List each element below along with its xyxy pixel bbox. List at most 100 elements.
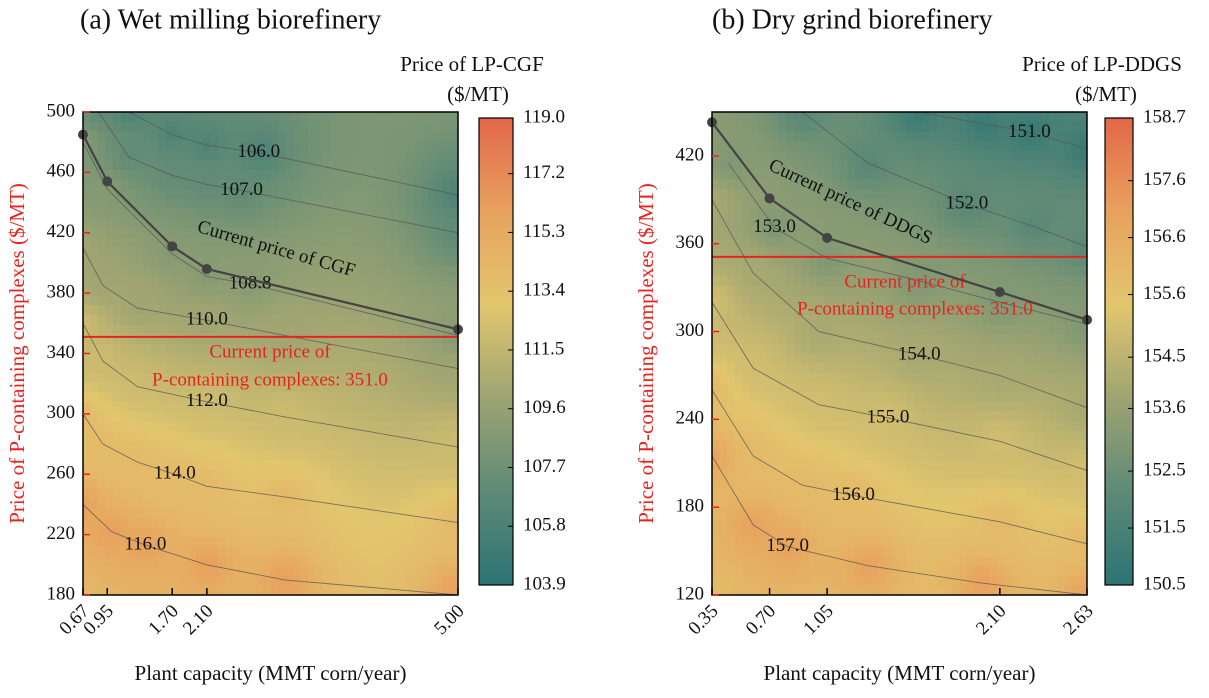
heat-cell: [764, 285, 773, 297]
heat-cell: [1057, 382, 1066, 393]
heat-cell: [757, 488, 766, 499]
heat-cell: [1079, 469, 1088, 480]
heat-cell: [862, 218, 871, 229]
heat-cell: [83, 527, 92, 538]
heat-cell: [368, 498, 377, 509]
heat-cell: [1079, 430, 1088, 442]
heat-cell: [143, 401, 152, 413]
heat-cell: [195, 469, 204, 480]
heat-cell: [270, 314, 279, 326]
heat-cell: [443, 488, 452, 499]
heat-cell: [757, 363, 766, 374]
heat-cell: [742, 227, 751, 239]
heat-cell: [240, 430, 249, 442]
heat-cell: [877, 256, 886, 268]
heat-cell: [128, 459, 137, 471]
heat-cell: [353, 479, 362, 490]
heat-cell: [128, 131, 137, 142]
heat-cell: [1079, 266, 1088, 277]
heat-cell: [128, 508, 137, 519]
heat-cell: [263, 459, 272, 471]
heat-cell: [899, 411, 908, 422]
heat-cell: [854, 237, 863, 248]
heat-cell: [120, 237, 129, 248]
heat-cell: [787, 150, 796, 161]
heat-cell: [997, 469, 1006, 480]
heat-cell: [772, 382, 781, 393]
heat-cell: [195, 556, 204, 567]
heat-cell: [278, 150, 287, 161]
heat-cell: [862, 295, 871, 306]
heat-cell: [974, 179, 983, 190]
heat-cell: [180, 198, 189, 210]
heat-cell: [413, 198, 422, 210]
heat-cell: [150, 430, 159, 442]
heat-cell: [420, 121, 429, 132]
heat-cell: [390, 295, 399, 306]
heat-cell: [1064, 227, 1073, 239]
heat-cell: [173, 150, 182, 161]
heat-cell: [165, 276, 174, 287]
heat-cell: [398, 546, 407, 557]
heat-cell: [233, 343, 242, 355]
heat-cell: [764, 343, 773, 355]
heat-cell: [802, 508, 811, 519]
heat-cell: [1012, 469, 1021, 480]
heat-cell: [1042, 276, 1051, 287]
heat-cell: [1027, 150, 1036, 161]
heat-cell: [892, 218, 901, 229]
heat-cell: [398, 469, 407, 480]
heat-cell: [270, 517, 279, 528]
heat-cell: [300, 508, 309, 519]
heat-cell: [233, 237, 242, 248]
heat-cell: [989, 566, 998, 577]
heat-cell: [360, 469, 369, 480]
heat-cell: [368, 430, 377, 442]
heat-cell: [218, 575, 227, 586]
heat-cell: [1027, 479, 1036, 490]
heat-cell: [203, 160, 212, 171]
heat-cell: [188, 440, 197, 451]
heat-cell: [240, 392, 249, 403]
heat-cell: [1004, 401, 1013, 413]
heat-cell: [450, 382, 459, 393]
heat-cell: [255, 324, 264, 335]
heat-cell: [323, 198, 332, 210]
heat-cell: [368, 334, 377, 345]
heat-cell: [278, 372, 287, 384]
heat-cell: [353, 575, 362, 586]
heat-cell: [308, 227, 317, 239]
heat-cell: [907, 256, 916, 268]
heat-cell: [143, 566, 152, 577]
heat-cell: [345, 121, 354, 132]
heat-cell: [734, 266, 743, 277]
heat-cell: [383, 353, 392, 364]
heat-cell: [150, 537, 159, 548]
heat-cell: [742, 575, 751, 586]
heat-cell: [862, 537, 871, 548]
heat-cell: [877, 401, 886, 413]
heat-cell: [435, 140, 444, 152]
heat-cell: [90, 479, 99, 490]
heat-cell: [105, 459, 114, 471]
heat-cell: [914, 237, 923, 248]
heat-cell: [383, 314, 392, 326]
heat-cell: [150, 334, 159, 345]
heat-cell: [405, 198, 414, 210]
heat-cell: [749, 276, 758, 287]
heat-cell: [914, 430, 923, 442]
heat-cell: [734, 305, 743, 316]
heat-cell: [248, 150, 257, 161]
heat-cell: [255, 498, 264, 509]
heat-cell: [308, 121, 317, 132]
heat-cell: [443, 537, 452, 548]
heat-cell: [779, 517, 788, 528]
heat-cell: [390, 566, 399, 577]
heat-cell: [248, 411, 257, 422]
heat-cell: [413, 276, 422, 287]
heat-cell: [974, 247, 983, 258]
heat-cell: [1072, 498, 1081, 509]
heat-cell: [1057, 160, 1066, 171]
heat-cell: [712, 469, 721, 480]
